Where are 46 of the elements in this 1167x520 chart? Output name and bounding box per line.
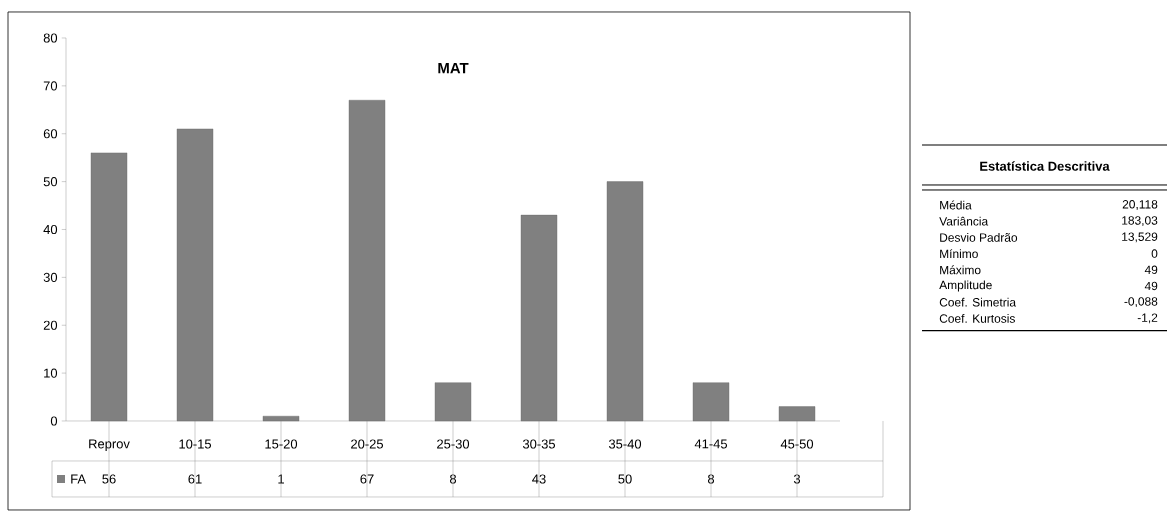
- x-tick-label: 10-15: [179, 439, 212, 449]
- category-label: Máximo: [940, 265, 981, 275]
- text: Estatística Descritiva: [980, 161, 1110, 171]
- data-label: 8: [707, 474, 715, 484]
- category-label: Mínimo: [940, 249, 978, 259]
- y-tick-label: 40: [43, 224, 58, 235]
- category-label: Média: [940, 200, 972, 210]
- x-tick-label: 30-35: [522, 439, 556, 449]
- text: -1,2: [1137, 313, 1158, 324]
- data-label: 67: [360, 474, 374, 484]
- category-label: Coef. Kurtosis: [939, 314, 1015, 323]
- text: 183,03: [1122, 216, 1158, 227]
- text: 49: [1144, 281, 1158, 291]
- category-label: Variância: [939, 216, 989, 226]
- text: 49: [1144, 265, 1158, 275]
- x-tick-label: 15-20: [265, 439, 298, 449]
- data-label: 61: [188, 474, 202, 484]
- x-tick-label: Reprov: [89, 439, 130, 452]
- data-label: 8: [449, 474, 457, 484]
- y-tick-label: 70: [43, 81, 58, 91]
- data-label: 50: [618, 474, 632, 484]
- y-tick-label: 50: [43, 177, 58, 187]
- category-label: Desvio Padrão: [940, 233, 1018, 242]
- category-label: Amplitude: [939, 280, 992, 292]
- legend-label: FA: [71, 474, 87, 484]
- y-tick-label: 0: [50, 416, 58, 426]
- text: MAT: [438, 63, 469, 74]
- data-label: 56: [102, 474, 116, 484]
- y-tick-label: 30: [43, 272, 58, 282]
- x-tick-label: 41-45: [694, 439, 728, 449]
- data-label: 43: [532, 474, 546, 484]
- y-tick-label: 60: [43, 129, 58, 139]
- text: -0,088: [1124, 297, 1158, 308]
- x-tick-label: 45-50: [780, 439, 814, 449]
- x-tick-label: 20-25: [351, 439, 384, 449]
- y-tick-label: 80: [43, 33, 58, 43]
- text: 20,118: [1122, 200, 1158, 210]
- data-label: 3: [793, 474, 801, 484]
- y-tick-label: 10: [44, 368, 58, 378]
- text: 13,529: [1122, 232, 1158, 243]
- category-label: Coef. Simetria: [939, 297, 1017, 307]
- x-tick-label: 25-30: [437, 439, 470, 449]
- x-tick-label: 35-40: [608, 439, 642, 449]
- text: 0: [1151, 249, 1158, 258]
- y-tick-label: 20: [43, 320, 58, 330]
- data-label: 1: [278, 474, 284, 484]
